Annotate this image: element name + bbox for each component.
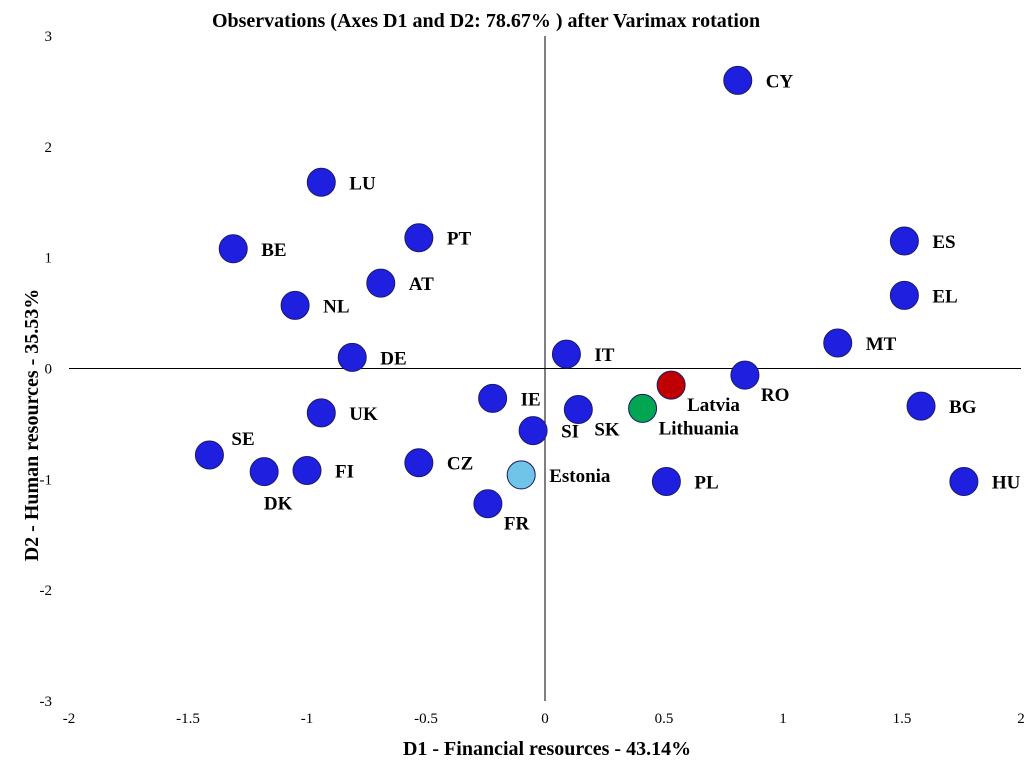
x-axis-title: D1 - Financial resources - 43.14% [403,738,691,760]
chart-title: Observations (Axes D1 and D2: 78.67% ) a… [212,10,760,32]
x-tick-label: -0.5 [414,711,438,727]
data-point-label: IE [521,389,541,410]
axes [69,36,1021,701]
data-point-label: NL [323,296,349,317]
data-point-label: CY [766,71,794,92]
data-point [889,226,919,256]
data-point [563,395,593,425]
data-point-label: RO [761,385,790,406]
data-point [194,440,224,470]
data-point-label: Estonia [549,466,611,487]
data-point-label: DE [380,348,406,369]
x-tick-label: 0.5 [655,711,674,727]
data-point-label: EL [932,286,957,307]
data-point-label: BE [261,240,286,261]
data-point [730,360,760,390]
data-point-label: DK [264,494,293,515]
data-point-label: PL [694,473,718,494]
data-point [949,467,979,497]
data-point [518,416,548,446]
data-point [478,383,508,413]
y-tick-label: 3 [45,29,53,45]
data-point-label: IT [594,345,614,366]
data-point [280,290,310,320]
y-tick-label: -3 [40,694,53,710]
data-point-label: SI [561,422,579,443]
data-point-label: SE [231,429,254,450]
data-point [306,167,336,197]
y-tick-label: -1 [40,472,53,488]
data-point-label: SK [594,420,620,441]
data-point [218,234,248,264]
data-point-label: HU [992,473,1021,494]
data-point-label: LU [349,173,376,194]
data-point [366,268,396,298]
data-point [292,455,322,485]
data-point-label: Latvia [687,395,740,416]
data-point-label: MT [866,334,897,355]
data-point-label: FI [335,461,354,482]
data-point [906,391,936,421]
data-point-label: CZ [447,454,473,475]
y-tick-label: 0 [45,362,53,378]
data-point [551,339,581,369]
data-points: CY LU PT BE ES AT NL EL MT IT DE RO Latvia IE BG Lithua… [194,65,1021,535]
x-tick-label: 1.5 [893,711,912,727]
x-tick-label: 1 [779,711,787,727]
data-point [723,65,753,95]
data-point [506,460,536,490]
data-point-label: PT [447,229,472,250]
data-point-label: BG [949,397,977,418]
data-point-label: FR [504,514,530,535]
data-point [404,223,434,253]
data-point-label: UK [349,404,378,425]
data-point [889,280,919,310]
y-tick-label: 2 [45,140,53,156]
data-point [823,328,853,358]
data-point [656,370,686,400]
data-point [249,457,279,487]
data-point [306,398,336,428]
x-tick-label: 0 [541,711,549,727]
data-point [404,448,434,478]
data-point-label: Lithuania [659,418,740,439]
data-point [628,393,658,423]
data-point [651,467,681,497]
y-tick-label: -2 [40,583,53,599]
y-axis-title: D2 - Human resources - 35.53% [21,289,43,562]
x-tick-label: -2 [63,711,76,727]
x-tick-label: -1 [301,711,314,727]
tick-labels: -2 -1.5 -1 -0.5 0 0.5 1 1.5 2 -3 -2 -1 0 1 2 3 [40,29,1025,727]
data-point-label: ES [932,232,955,253]
data-point-label: AT [409,274,434,295]
data-point [473,489,503,519]
x-tick-label: 2 [1017,711,1025,727]
y-tick-label: 1 [45,251,53,267]
data-point [337,342,367,372]
x-tick-label: -1.5 [176,711,200,727]
